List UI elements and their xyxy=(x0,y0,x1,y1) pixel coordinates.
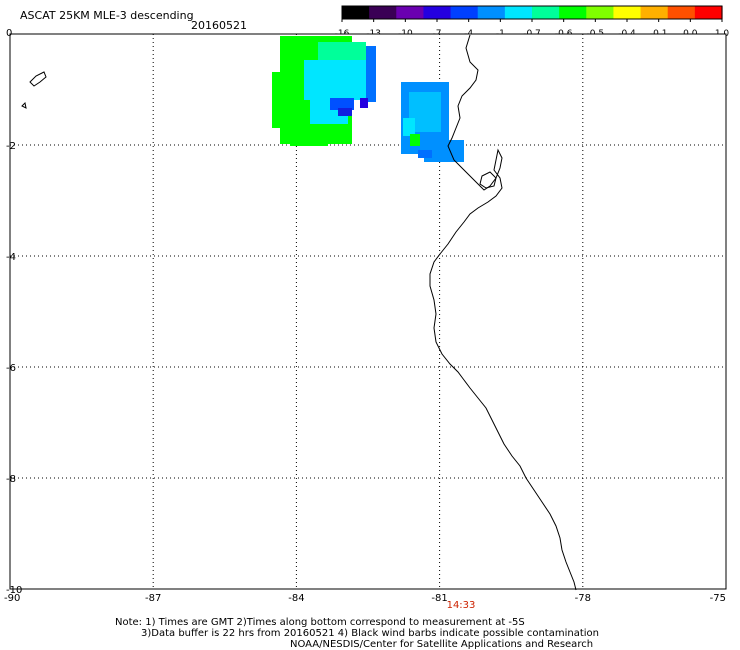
colorbar-swatch xyxy=(694,6,723,19)
note-line-2: 3)Data buffer is 22 hrs from 20160521 4)… xyxy=(141,628,599,639)
colorbar-swatch xyxy=(504,6,533,19)
longitude-label: -84 xyxy=(288,593,304,604)
note-line-3: NOAA/NESDIS/Center for Satellite Applica… xyxy=(290,639,593,650)
colorbar-swatch xyxy=(396,6,425,19)
colorbar-swatch xyxy=(559,6,587,19)
colorbar-swatch xyxy=(477,6,506,19)
product-date: 20160521 xyxy=(191,19,247,32)
colorbar-swatch xyxy=(423,6,452,19)
colorbar-swatch xyxy=(640,6,669,19)
longitude-label: -81 xyxy=(431,593,447,604)
latitude-labels: 0 -2 -4 -6 -8 -10 xyxy=(6,28,22,596)
note-line-1: Note: 1) Times are GMT 2)Times along bot… xyxy=(115,617,525,628)
longitude-label: -90 xyxy=(4,593,20,604)
latitude-label: -8 xyxy=(6,474,16,485)
plot-frame xyxy=(9,33,727,590)
colorbar-swatch xyxy=(613,6,642,19)
swath-east xyxy=(401,82,464,162)
longitude-labels: -90 -87 -84 -81 -78 -75 xyxy=(4,593,726,604)
latitude-label: -4 xyxy=(6,252,16,263)
longitude-label: -87 xyxy=(145,593,161,604)
islet-galapagos xyxy=(21,101,27,109)
colorbar-swatch xyxy=(586,6,615,19)
swath-west xyxy=(272,36,376,146)
latitude-label: -10 xyxy=(6,585,22,596)
longitude-label: -75 xyxy=(710,593,726,604)
colorbar-swatch xyxy=(450,6,479,19)
colorbar-swatch xyxy=(342,6,370,19)
colorbar-swatch xyxy=(667,6,696,19)
island-east xyxy=(479,171,497,189)
colorbar-swatch xyxy=(369,6,397,19)
coastline xyxy=(429,34,577,591)
colorbar-swatch xyxy=(532,6,560,19)
latitude-label: -2 xyxy=(6,141,16,152)
latitude-label: 0 xyxy=(6,28,12,39)
time-label: 14:33 xyxy=(447,600,476,611)
island-galapagos xyxy=(29,71,47,87)
latitude-label: -6 xyxy=(6,363,16,374)
longitude-label: -78 xyxy=(575,593,591,604)
product-title: ASCAT 25KM MLE-3 descending xyxy=(20,9,194,22)
plot-area xyxy=(9,33,727,591)
